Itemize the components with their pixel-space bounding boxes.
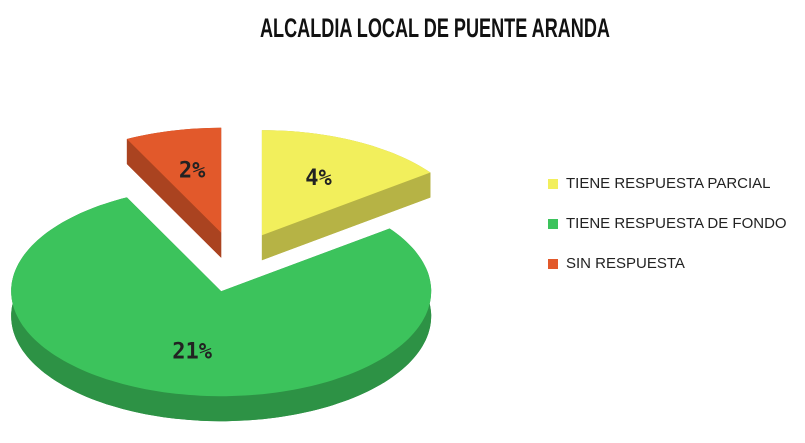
slice <box>261 130 431 236</box>
legend-label: TIENE RESPUESTA DE FONDO <box>566 215 787 232</box>
legend-swatch <box>548 219 558 229</box>
slice-side <box>126 139 222 258</box>
slice <box>126 127 222 233</box>
legend-label: TIENE RESPUESTA PARCIAL <box>566 175 771 192</box>
slice-side <box>261 172 431 261</box>
legend-label: SIN RESPUESTA <box>566 255 685 272</box>
data-label: 4% <box>305 166 332 191</box>
slice <box>11 197 432 397</box>
legend-swatch <box>548 259 558 269</box>
slice-group: 4% <box>261 130 431 261</box>
data-label: 21% <box>172 339 212 364</box>
legend-item: TIENE RESPUESTA PARCIAL <box>548 172 798 195</box>
legend-item: TIENE RESPUESTA DE FONDO <box>548 212 798 235</box>
legend-item: SIN RESPUESTA <box>548 252 798 275</box>
slice-group: 21% <box>11 197 432 422</box>
chart-title: ALCALDIA LOCAL DE PUENTE ARANDA <box>260 13 610 43</box>
slice-group: 2% <box>126 127 222 258</box>
legend-swatch <box>548 179 558 189</box>
legend: TIENE RESPUESTA PARCIAL TIENE RESPUESTA D… <box>548 172 798 292</box>
data-label: 2% <box>179 159 206 184</box>
